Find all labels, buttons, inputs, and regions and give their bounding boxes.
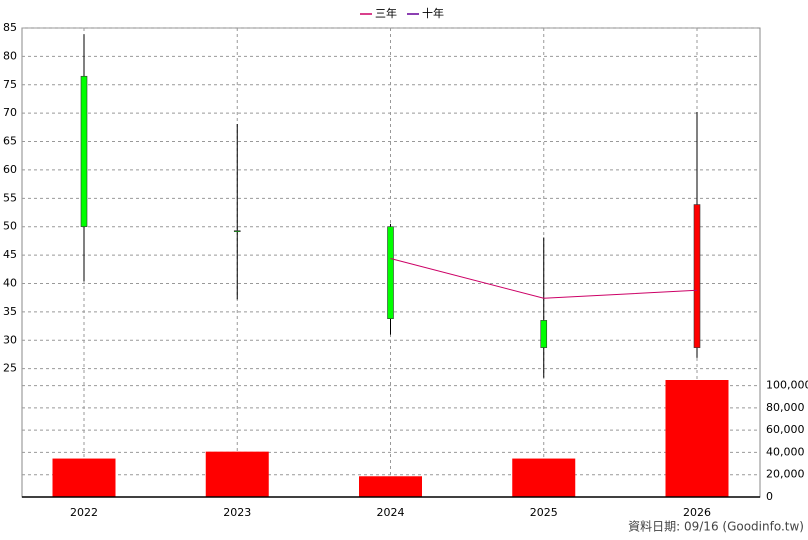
y-tick-label: 35 xyxy=(3,305,17,318)
y2-tick-label: 60,000 xyxy=(766,423,805,436)
candle-body xyxy=(233,230,241,232)
y2-tick-label: 20,000 xyxy=(766,468,805,481)
y-tick-label: 80 xyxy=(3,49,17,62)
y-tick-label: 50 xyxy=(3,220,17,233)
volume-bar xyxy=(205,451,269,497)
x-tick-label: 2025 xyxy=(530,506,558,519)
x-tick-label: 2026 xyxy=(683,506,711,519)
y-tick-label: 40 xyxy=(3,276,17,289)
x-tick-label: 2024 xyxy=(377,506,405,519)
y-tick-label: 75 xyxy=(3,78,17,91)
line-series xyxy=(390,258,698,299)
footer: 資料日期: 09/16 (Goodinfo.tw) xyxy=(628,520,804,534)
y-tick-label: 70 xyxy=(3,106,17,119)
y2-tick-label: 80,000 xyxy=(766,401,805,414)
y-tick-label: 45 xyxy=(3,248,17,261)
volume-bar xyxy=(512,458,576,497)
volume-bar xyxy=(665,380,729,497)
y-tick-label: 60 xyxy=(3,163,17,176)
x-tick-label: 2023 xyxy=(223,506,251,519)
candle-body xyxy=(540,320,548,348)
y-tick-label: 65 xyxy=(3,135,17,148)
y2-tick-label: 0 xyxy=(766,490,773,503)
candle-body xyxy=(693,204,701,348)
volume-bar xyxy=(359,476,422,497)
candle-body xyxy=(80,75,88,228)
legend-label: 十年 xyxy=(422,6,444,20)
y-tick-label: 30 xyxy=(3,333,17,346)
y2-tick-label: 40,000 xyxy=(766,445,805,458)
x-tick-label: 2022 xyxy=(70,506,98,519)
y-tick-label: 25 xyxy=(3,362,17,375)
volume-bar xyxy=(52,458,116,497)
candle-body xyxy=(387,226,394,319)
y2-tick-label: 100,000 xyxy=(766,379,808,392)
y-tick-label: 55 xyxy=(3,191,17,204)
legend-label: 三年 xyxy=(375,6,397,20)
y-tick-label: 85 xyxy=(3,21,17,34)
